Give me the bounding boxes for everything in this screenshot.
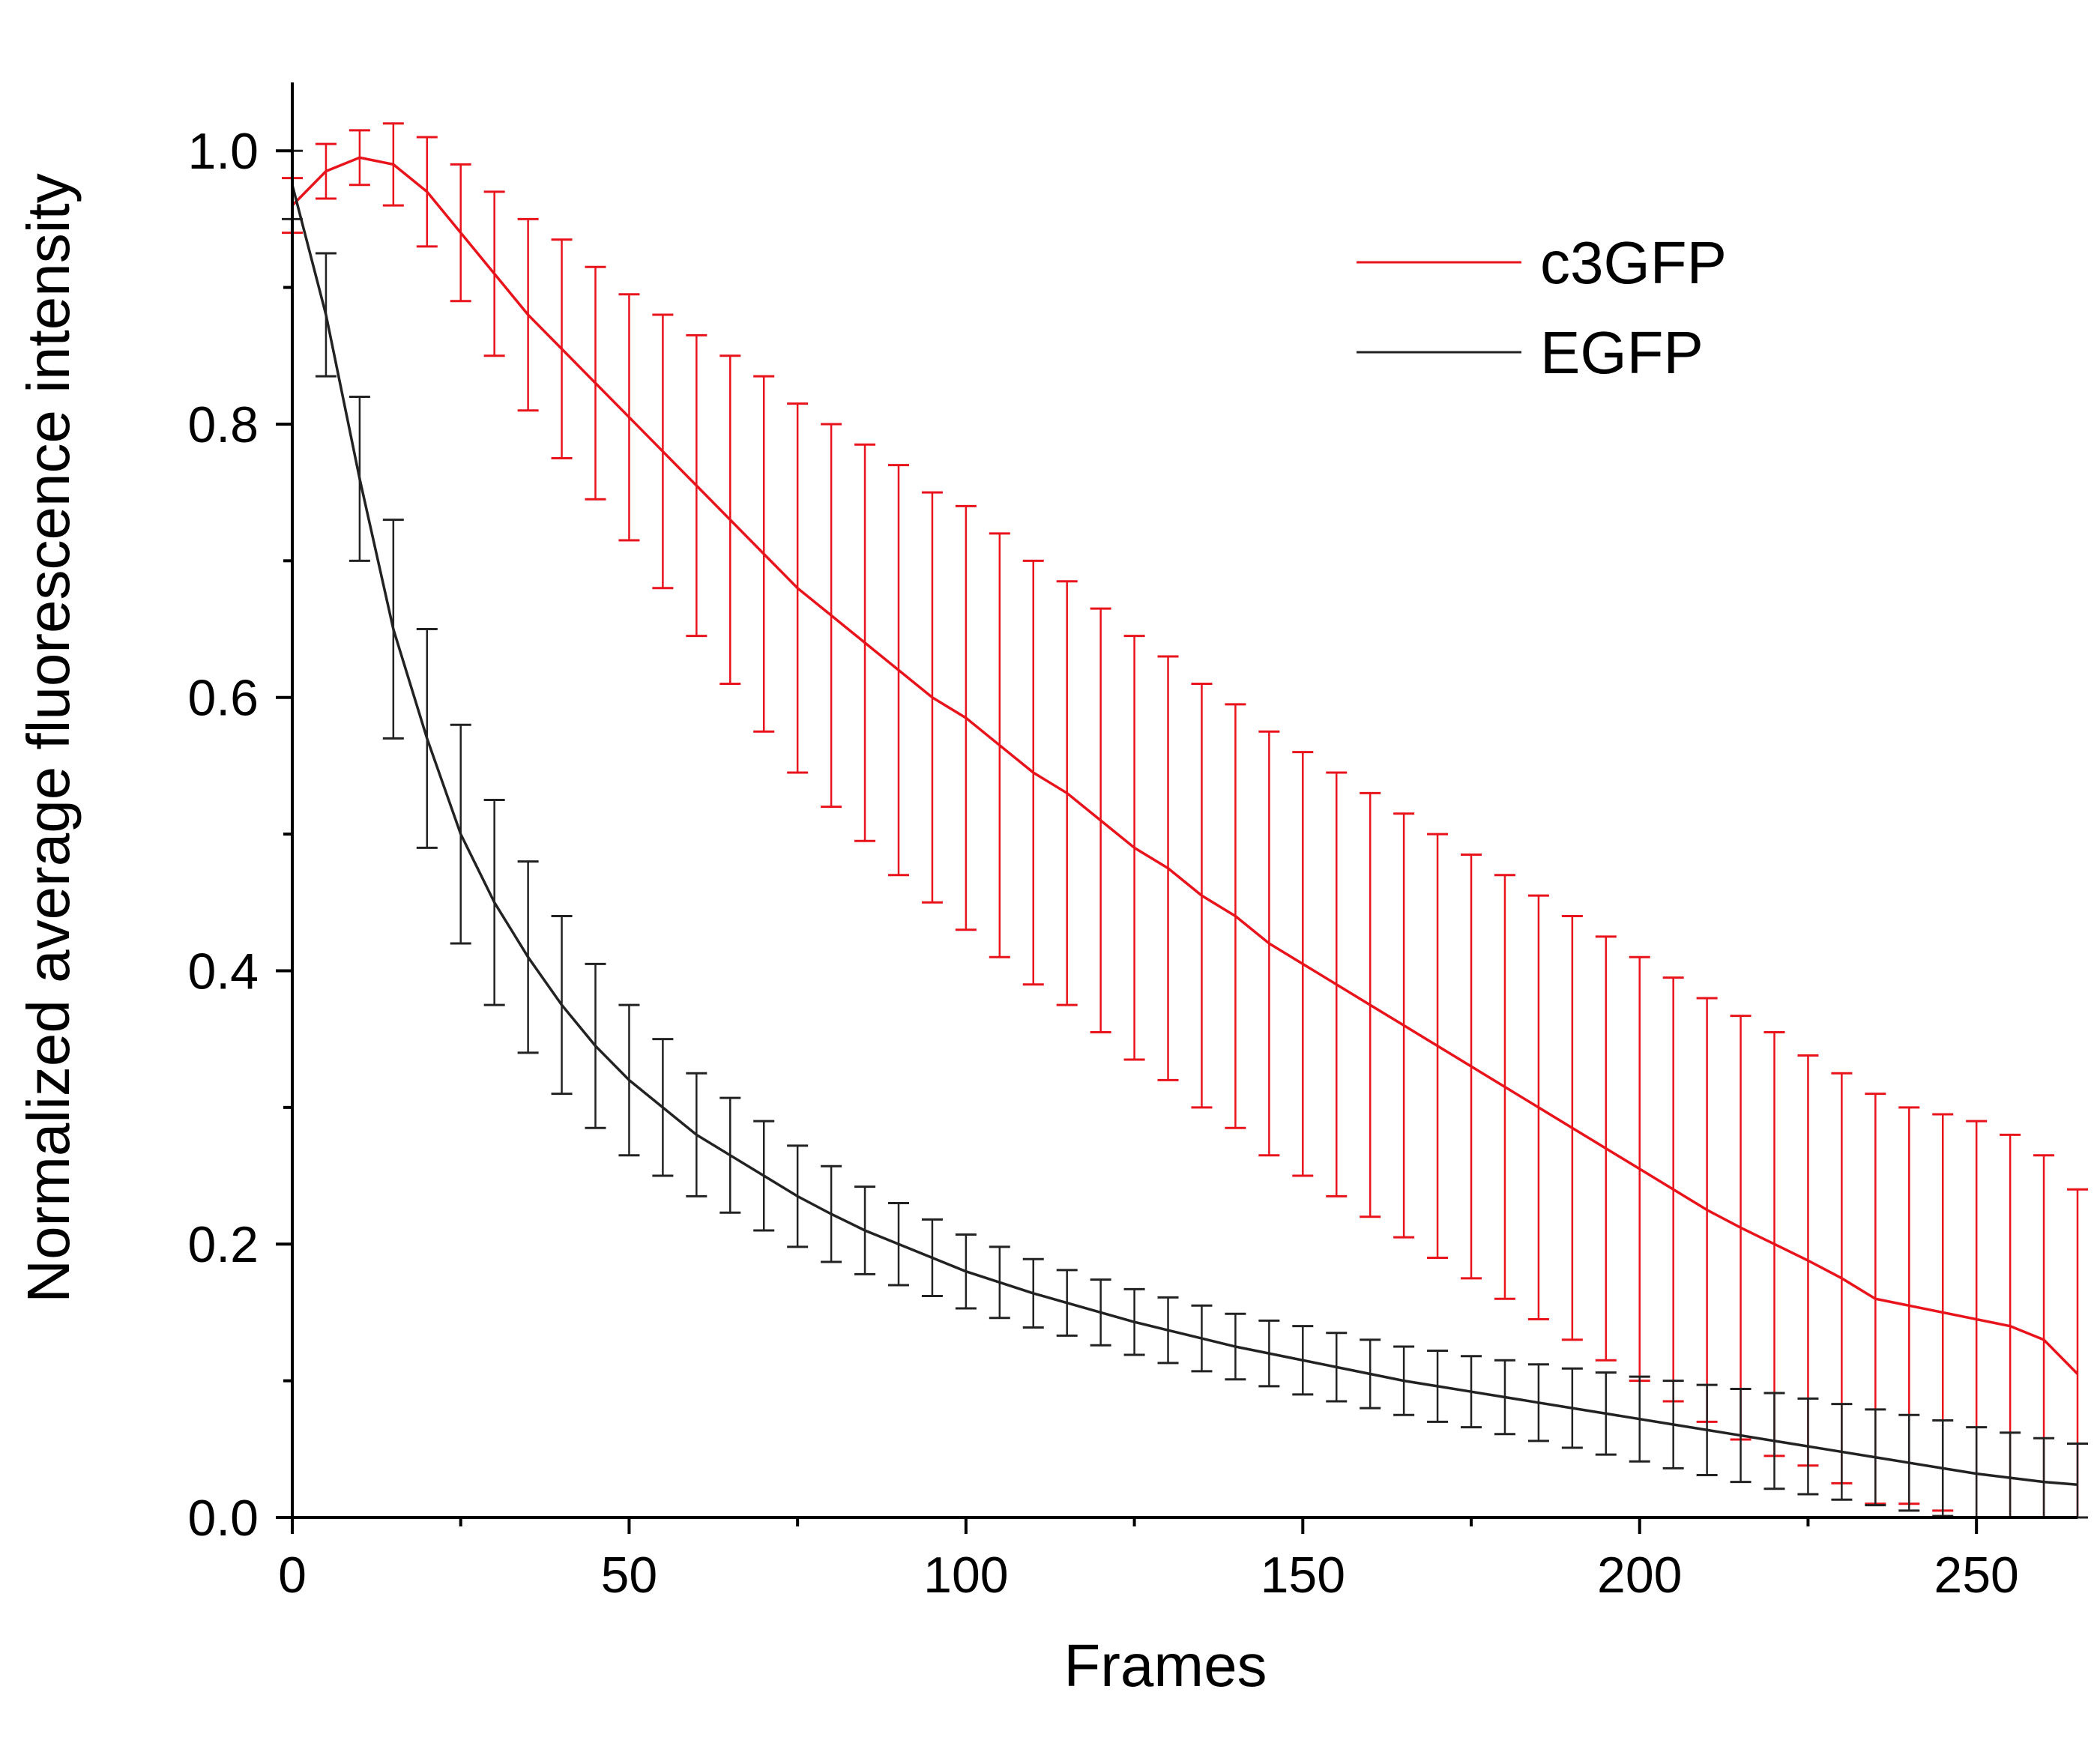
x-tick-label: 250 [1934,1547,2018,1604]
y-tick-label: 1.0 [187,123,259,180]
y-tick-label: 0.6 [187,670,259,727]
x-tick-label: 200 [1597,1547,1682,1604]
series-layer [282,122,2088,1519]
series-line-egfp [291,184,2078,1486]
axes-layer [291,82,2078,1519]
x-axis-title: Frames [1063,1632,1267,1699]
legend-label-c3gfp: c3GFP [1540,229,1727,296]
legend-label-egfp: EGFP [1540,319,1704,386]
y-tick-label: 0.8 [187,396,259,453]
series-egfp [282,149,2088,1519]
x-tick-label: 100 [923,1547,1008,1604]
ticks-layer: 0 50 100 150 200 250 0.0 0.2 0.4 0.6 0.8 1.0 [187,123,2018,1604]
y-tick-label: 0.4 [187,943,259,1000]
y-tick-label: 0.0 [187,1490,259,1547]
y-axis-title: Normalized average fluorescence intensit… [15,173,82,1302]
x-tick-label: 50 [601,1547,658,1604]
x-tick-label: 150 [1261,1547,1345,1604]
series-line-c3gfp [291,156,2079,1375]
series-c3gfp [282,122,2088,1519]
x-tick-label: 0 [278,1547,307,1604]
legend: c3GFP EGFP [1357,229,1727,386]
y-tick-label: 0.2 [187,1216,259,1273]
